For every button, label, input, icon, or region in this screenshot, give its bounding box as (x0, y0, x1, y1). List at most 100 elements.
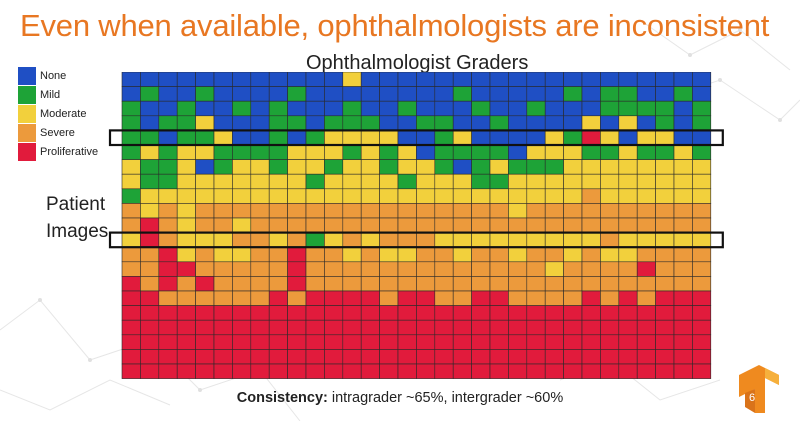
heatmap-cell (195, 217, 215, 233)
heatmap-cell (673, 363, 693, 379)
heatmap-cell (268, 173, 288, 190)
heatmap-cell (508, 115, 528, 131)
heatmap-cell (268, 72, 288, 87)
heatmap-cell (526, 173, 546, 190)
heatmap-cell (563, 363, 583, 379)
heatmap-cell (250, 246, 270, 263)
heatmap-cell (526, 159, 546, 175)
heatmap-cell (416, 72, 436, 87)
heatmap-cell (452, 334, 472, 350)
heatmap-cell (526, 276, 546, 292)
heatmap-cell (360, 173, 380, 190)
heatmap-cell (600, 115, 620, 131)
heatmap-cell (397, 261, 417, 277)
heatmap-cell (379, 319, 399, 336)
heatmap-cell (600, 246, 620, 263)
heatmap-cell (508, 246, 528, 263)
heatmap-cell (673, 290, 693, 306)
heatmap-cell (581, 115, 601, 131)
heatmap-cell (342, 305, 362, 321)
heatmap-cell (655, 246, 675, 263)
heatmap-cell (268, 130, 288, 146)
heatmap-cell (140, 188, 160, 204)
heatmap-cell (673, 217, 693, 233)
heatmap-cell (581, 86, 601, 102)
heatmap-cell (305, 115, 325, 131)
heatmap-cell (360, 100, 380, 117)
heatmap-cell (140, 86, 160, 102)
heatmap-cell (563, 276, 583, 292)
heatmap-cell (213, 173, 233, 190)
heatmap-cell (324, 130, 344, 146)
heatmap-cell (379, 86, 399, 102)
heatmap-cell (489, 100, 509, 117)
heatmap-cell (416, 115, 436, 131)
heatmap-cell (636, 72, 656, 87)
heatmap-cell (673, 246, 693, 263)
heatmap-cell (673, 173, 693, 190)
heatmap-cell (692, 363, 712, 379)
heatmap-cell (305, 290, 325, 306)
heatmap-cell (655, 130, 675, 146)
heatmap-cell (305, 276, 325, 292)
heatmap-cell (250, 130, 270, 146)
heatmap-cell (213, 203, 233, 219)
heatmap-cell (195, 261, 215, 277)
heatmap-cell (544, 246, 564, 263)
heatmap-cell (618, 188, 638, 204)
heatmap-cell (232, 72, 252, 87)
heatmap-cell (581, 144, 601, 160)
heatmap-cell (636, 159, 656, 175)
heatmap-cell (268, 232, 288, 248)
heatmap-cell (471, 363, 491, 379)
heatmap-cell (176, 261, 196, 277)
heatmap-cell (673, 130, 693, 146)
heatmap-cell (324, 203, 344, 219)
heatmap-cell (121, 246, 141, 263)
heatmap-cell (324, 173, 344, 190)
heatmap-cell (581, 319, 601, 336)
heatmap-cell (140, 203, 160, 219)
heatmap-cell (508, 159, 528, 175)
heatmap-cell (176, 159, 196, 175)
heatmap-cell (563, 217, 583, 233)
heatmap-cell (563, 349, 583, 365)
heatmap-cell (636, 217, 656, 233)
heatmap-cell (176, 115, 196, 131)
heatmap-cell (471, 130, 491, 146)
heatmap-cell (636, 246, 656, 263)
heatmap-cell (471, 217, 491, 233)
legend-swatch-none (18, 67, 36, 85)
heatmap-cell (655, 144, 675, 160)
heatmap-cell (360, 203, 380, 219)
heatmap-cell (397, 100, 417, 117)
heatmap-cell (673, 100, 693, 117)
heatmap-cell (268, 100, 288, 117)
heatmap-cell (287, 349, 307, 365)
heatmap-cell (250, 159, 270, 175)
heatmap-cell (416, 334, 436, 350)
heatmap-cell (581, 188, 601, 204)
heatmap-cell (508, 363, 528, 379)
heatmap-cell (397, 246, 417, 263)
heatmap-cell (526, 217, 546, 233)
heatmap-cell (213, 319, 233, 336)
heatmap-cell (673, 188, 693, 204)
heatmap-cell (158, 86, 178, 102)
heatmap-cell (563, 100, 583, 117)
heatmap-cell (655, 363, 675, 379)
heatmap-cell (140, 173, 160, 190)
heatmap-cell (434, 144, 454, 160)
heatmap-cell (140, 276, 160, 292)
heatmap-cell (232, 100, 252, 117)
heatmap-cell (581, 349, 601, 365)
heatmap-cell (213, 246, 233, 263)
heatmap-cell (692, 276, 712, 292)
legend: None Mild Moderate Severe Proliferative (18, 67, 98, 162)
heatmap-cell (360, 144, 380, 160)
heatmap-cell (471, 159, 491, 175)
heatmap-cell (600, 261, 620, 277)
heatmap-cell (600, 363, 620, 379)
chart-title: Ophthalmologist Graders (306, 52, 529, 74)
heatmap-cell (232, 173, 252, 190)
